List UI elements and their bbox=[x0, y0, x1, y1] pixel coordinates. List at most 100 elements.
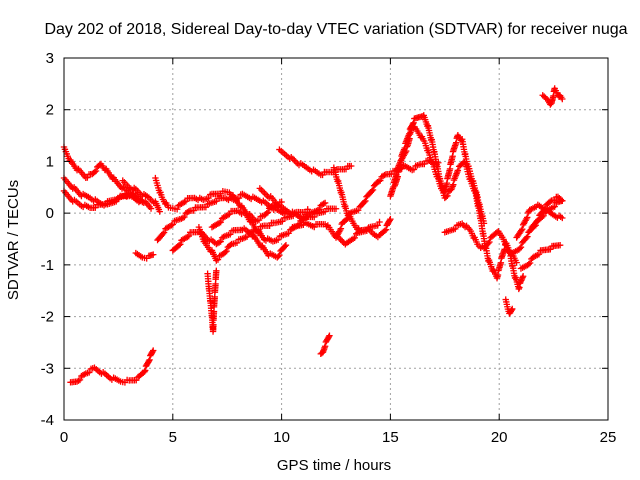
data-point bbox=[224, 211, 232, 219]
data-point bbox=[344, 215, 351, 222]
data-point bbox=[227, 231, 234, 238]
data-point bbox=[486, 238, 493, 246]
data-point bbox=[442, 193, 450, 201]
data-point bbox=[173, 206, 181, 213]
series-track-4 bbox=[119, 177, 163, 215]
data-point bbox=[220, 233, 227, 241]
data-point bbox=[402, 149, 409, 156]
x-tick-label: 10 bbox=[273, 429, 290, 446]
data-point bbox=[81, 371, 88, 378]
data-point bbox=[348, 162, 355, 170]
data-point bbox=[535, 251, 543, 258]
data-point bbox=[86, 369, 93, 376]
y-tick-label: -1 bbox=[41, 257, 54, 274]
x-tick-label: 20 bbox=[491, 429, 508, 446]
data-point bbox=[156, 208, 163, 215]
data-point bbox=[516, 245, 524, 252]
series-track-5 bbox=[67, 347, 157, 386]
data-point bbox=[523, 234, 530, 242]
series-track-23 bbox=[502, 296, 516, 317]
data-point bbox=[526, 259, 534, 267]
data-point bbox=[534, 217, 541, 225]
data-point bbox=[336, 226, 344, 234]
data-point bbox=[551, 203, 558, 210]
data-point bbox=[513, 259, 520, 266]
data-point bbox=[185, 232, 192, 240]
series-track-17 bbox=[330, 164, 394, 241]
x-tick-label: 25 bbox=[600, 429, 617, 446]
data-point bbox=[235, 194, 243, 202]
data-point bbox=[179, 214, 187, 222]
data-point bbox=[368, 187, 376, 195]
data-point bbox=[255, 216, 263, 224]
data-point bbox=[205, 194, 212, 202]
data-point bbox=[275, 253, 282, 260]
data-point bbox=[559, 197, 566, 204]
series-track-19 bbox=[387, 112, 481, 201]
data-point bbox=[282, 242, 290, 249]
data-point bbox=[181, 213, 188, 221]
series-track-13 bbox=[256, 185, 340, 222]
series-track-27 bbox=[528, 193, 566, 231]
axis-ticks: 0 5 10 15 20 25 -4 -3 -2 -1 0 1 2 3 bbox=[41, 50, 617, 446]
data-point bbox=[256, 185, 264, 192]
data-point bbox=[525, 260, 532, 268]
data-point bbox=[149, 348, 156, 355]
data-point bbox=[351, 234, 358, 242]
data-point bbox=[141, 368, 148, 375]
data-point bbox=[150, 251, 157, 258]
data-point bbox=[557, 196, 565, 203]
data-point bbox=[75, 377, 82, 384]
data-point bbox=[279, 218, 286, 225]
data-point bbox=[540, 207, 548, 214]
data-point bbox=[258, 186, 265, 194]
data-point bbox=[142, 367, 149, 374]
data-marks bbox=[60, 85, 566, 386]
data-point bbox=[159, 230, 167, 237]
data-point bbox=[233, 239, 241, 247]
data-point bbox=[91, 168, 98, 176]
x-tick-label: 0 bbox=[60, 429, 68, 446]
data-point bbox=[261, 189, 268, 197]
data-point bbox=[321, 199, 329, 207]
data-point bbox=[524, 214, 531, 221]
data-point bbox=[559, 95, 566, 103]
data-point bbox=[217, 218, 224, 226]
data-point bbox=[147, 205, 155, 212]
data-point bbox=[177, 241, 184, 248]
data-point bbox=[376, 218, 383, 226]
data-point bbox=[92, 167, 100, 175]
y-tick-label: -3 bbox=[41, 360, 54, 377]
data-point bbox=[518, 227, 525, 234]
data-point bbox=[546, 198, 554, 205]
data-point bbox=[184, 233, 191, 241]
data-point bbox=[175, 242, 183, 249]
data-point bbox=[386, 217, 393, 224]
data-point bbox=[381, 227, 388, 234]
data-point bbox=[146, 356, 153, 364]
data-point bbox=[311, 213, 318, 221]
x-tick-label: 15 bbox=[382, 429, 399, 446]
series-track-10 bbox=[195, 206, 311, 264]
data-point bbox=[387, 215, 394, 223]
data-point bbox=[274, 236, 282, 243]
data-point bbox=[519, 225, 526, 233]
data-point bbox=[556, 242, 564, 249]
data-point bbox=[403, 143, 411, 150]
data-point bbox=[181, 198, 188, 206]
data-point bbox=[374, 222, 381, 229]
data-point bbox=[509, 305, 516, 313]
data-point bbox=[243, 233, 251, 240]
y-tick-label: 0 bbox=[46, 205, 54, 222]
data-point bbox=[223, 247, 230, 255]
series-track-22 bbox=[472, 187, 527, 293]
series-track-3 bbox=[60, 187, 144, 212]
grid-lines bbox=[64, 58, 608, 420]
data-point bbox=[264, 209, 272, 216]
data-point bbox=[222, 248, 229, 256]
data-point bbox=[454, 167, 462, 174]
data-point bbox=[382, 226, 390, 233]
data-point bbox=[263, 210, 270, 217]
data-point bbox=[285, 230, 292, 237]
data-point bbox=[361, 198, 368, 206]
